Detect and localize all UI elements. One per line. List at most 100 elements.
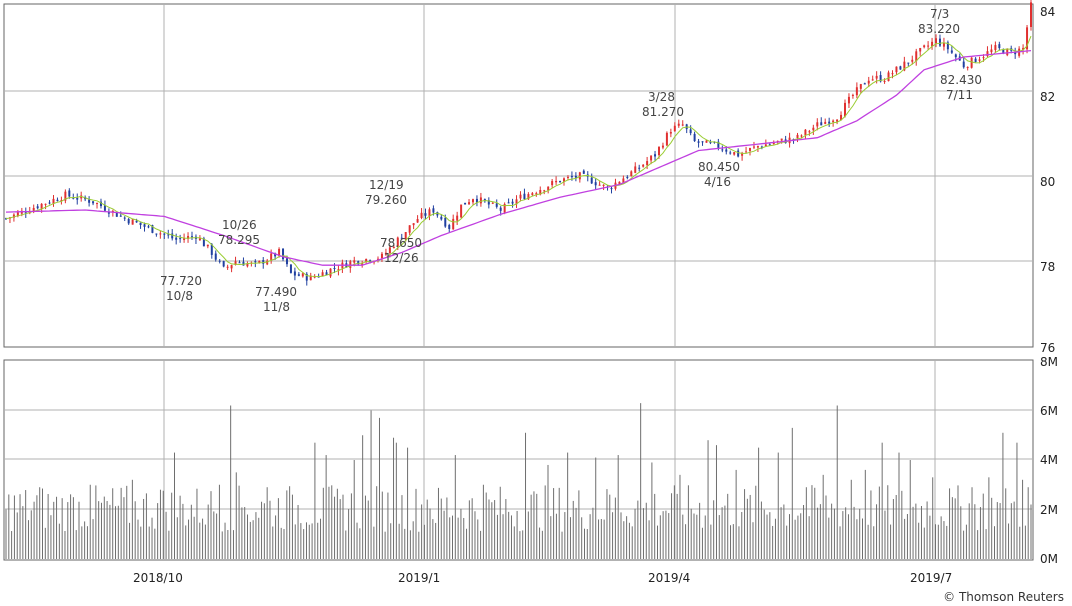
candle-body (107, 211, 110, 214)
candle-body (990, 49, 993, 53)
candle-body (309, 275, 312, 281)
candle-body (135, 220, 138, 223)
candle-body (99, 201, 102, 207)
candle-body (436, 212, 439, 216)
candle-body (163, 233, 166, 235)
candle-body (218, 260, 221, 262)
candle-body (329, 268, 332, 277)
candle-body (863, 83, 866, 85)
candle-body (998, 44, 1001, 49)
candle-body (361, 263, 364, 265)
candle-body (519, 194, 522, 199)
candle-body (1002, 49, 1005, 54)
candle-body (460, 204, 463, 218)
candle-body (543, 190, 546, 192)
candle-body (377, 258, 380, 260)
candle-body (523, 193, 526, 200)
candle-body (752, 146, 755, 148)
candle-body (392, 247, 395, 249)
candle-body (796, 134, 799, 139)
candle-body (721, 149, 724, 151)
candle-body (440, 216, 443, 220)
candle-body (697, 141, 700, 143)
candle-body (764, 144, 767, 147)
candle-body (970, 57, 973, 68)
candle-body (927, 45, 930, 47)
moving-averages (5, 35, 1032, 278)
candle-body (191, 236, 194, 238)
annotation-date-0711: 7/11 (946, 88, 973, 102)
candle-body (681, 124, 684, 126)
candle-body (527, 194, 530, 200)
candle-body (289, 264, 292, 273)
candle-body (5, 218, 7, 220)
candle-body (875, 75, 878, 79)
annotation-value-1008: 77.720 (160, 274, 202, 288)
candle-body (499, 207, 502, 211)
candle-body (618, 181, 621, 184)
candle-body (911, 59, 914, 62)
candle-body (305, 273, 308, 281)
candle-body (804, 129, 807, 136)
candle-body (424, 213, 427, 216)
candle-body (634, 166, 637, 173)
candle-body (559, 180, 562, 183)
candle-body (60, 200, 63, 202)
candle-body (590, 177, 593, 184)
candle-body (76, 197, 79, 200)
candle-body (68, 190, 71, 197)
candle-body (495, 203, 498, 207)
candle-body (840, 114, 843, 121)
candle-body (420, 212, 423, 219)
volume-panel-frame (3, 359, 1034, 561)
annotation-value-1226: 78.650 (380, 236, 422, 250)
candle-body (127, 219, 130, 224)
candle-body (131, 219, 134, 225)
candle-body (915, 51, 918, 62)
candle-body (282, 248, 285, 260)
candle-body (594, 182, 597, 186)
candle-body (570, 176, 573, 178)
annotation-value-1108: 77.490 (255, 285, 297, 299)
candle-body (563, 178, 566, 182)
candle-body (202, 238, 205, 247)
candle-body (285, 258, 288, 265)
candle-body (491, 202, 494, 204)
candle-body (820, 122, 823, 126)
candle-body (487, 200, 490, 205)
candle-body (946, 42, 949, 50)
candle-body (274, 253, 277, 257)
annotation-date-1108: 11/8 (263, 300, 290, 314)
candle-body (44, 203, 47, 205)
candle-body (365, 258, 368, 262)
candle-body (824, 121, 827, 124)
candle-body (859, 84, 862, 89)
candle-body (246, 263, 249, 267)
candle-body (337, 269, 340, 271)
annotation-value-0703: 83.220 (918, 22, 960, 36)
short-moving-average-line (5, 35, 1032, 278)
candle-body (800, 135, 803, 137)
candle-body (515, 199, 518, 205)
credit-text: © Thomson Reuters (943, 590, 1064, 604)
candle-body (867, 80, 870, 84)
annotation-value-0328: 81.270 (642, 105, 684, 119)
volume-grid (4, 360, 1033, 560)
candle-body (693, 133, 696, 142)
annotation-date-0416: 4/16 (704, 175, 731, 189)
candle-body (103, 205, 106, 211)
candle-body (404, 232, 407, 240)
candle-body (412, 223, 415, 226)
annotation-date-1026: 10/26 (222, 218, 257, 232)
candle-body (665, 132, 668, 146)
candle-body (32, 207, 35, 212)
candle-body (661, 145, 664, 148)
price-tick-82: 82 (1040, 90, 1055, 104)
candle-body (982, 57, 985, 59)
candle-body (808, 131, 811, 133)
candle-body (602, 184, 605, 186)
candle-body (88, 199, 91, 203)
candle-body (167, 234, 170, 236)
candle-body (717, 141, 720, 148)
candle-body (847, 96, 850, 104)
